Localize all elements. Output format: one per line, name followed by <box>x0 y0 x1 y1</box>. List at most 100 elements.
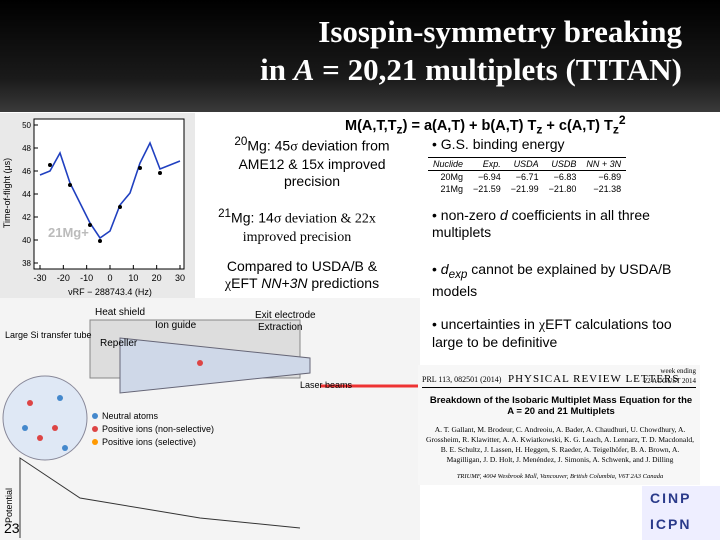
point <box>88 223 92 227</box>
table: Nuclide Exp. USDA USDB NN + 3N 20Mg −6.94 −6.71… <box>428 157 627 195</box>
legend-marker <box>92 413 98 419</box>
note: Compared to USDA/B & χEFT NN+3N predicti… <box>212 258 392 293</box>
table-cell: −21.38 <box>593 184 622 194</box>
logo-text: CINP <box>650 490 692 506</box>
label: Large Si transfer tube <box>5 330 92 340</box>
legend-label: Neutral atoms <box>102 411 159 421</box>
text: Mg: 14 <box>231 209 274 226</box>
ion <box>27 400 33 406</box>
title-line: Isospin-symmetry breaking <box>318 14 682 49</box>
point <box>68 183 72 187</box>
atom <box>22 425 28 431</box>
x-tick-label: 30 <box>175 273 185 283</box>
ion <box>52 425 58 431</box>
text: exp <box>448 267 468 281</box>
text: χ <box>538 318 546 333</box>
text: d <box>499 207 508 223</box>
affiliation: TRIUMF, 4004 Wesbrook Mall, Vancouver, B… <box>456 473 664 480</box>
x-tick-label: -10 <box>80 273 93 283</box>
apparatus-diagram: Heat shield Repeller Ion guide Exit elec… <box>0 298 420 540</box>
text: 20 <box>234 135 248 148</box>
atoms <box>22 395 68 451</box>
text: Compared to USDA/B & <box>226 258 378 274</box>
table-cell: 21Mg <box>440 184 464 194</box>
text: • non-zero <box>432 207 500 223</box>
ion-guide <box>119 337 311 394</box>
text: χ <box>224 277 232 292</box>
ions <box>27 360 203 441</box>
equation: M(A,T,Tz) = a(A,T) + b(A,T) Tz + c(A,T) … <box>345 113 626 137</box>
species-label: 21Mg+ <box>48 225 89 240</box>
y-axis-label: Time-of-flight (μs) <box>2 158 12 228</box>
page-number: 23 <box>4 520 20 536</box>
date: 22 AUGUST 2014 <box>643 377 696 385</box>
point <box>118 205 122 209</box>
text: z <box>612 122 619 137</box>
text: = 20,21 multiplets (TITAN) <box>314 52 682 87</box>
header-cell: USDA <box>505 157 544 171</box>
note: 20Mg: 45σ deviation from AME12 & 15x imp… <box>212 133 412 190</box>
header-cell: Exp. <box>468 157 506 171</box>
citation: PRL 113, 082501 (2014) <box>422 375 502 384</box>
text: EFT calculations too large to be definit… <box>432 316 672 350</box>
x-tick-label: -30 <box>33 273 46 283</box>
transfer-tube <box>2 375 88 461</box>
header-cell: USDB <box>543 157 582 171</box>
paper-title: Breakdown of the Isobaric Multiplet Mass… <box>429 395 693 417</box>
point <box>98 239 102 243</box>
bullet: • uncertainties in χEFT calculations too… <box>432 316 702 351</box>
text: • G.S. binding energy <box>432 136 565 152</box>
text: z <box>536 122 543 137</box>
text: σ <box>290 139 298 155</box>
label: Potential <box>4 488 14 523</box>
legend-marker <box>92 426 98 432</box>
bullet: • G.S. binding energy <box>432 136 702 153</box>
text: predictions <box>307 275 380 291</box>
label: Extraction <box>258 322 302 333</box>
note: 21Mg: 14σ deviation & 22x improved preci… <box>212 205 382 246</box>
label: Heat shield <box>95 307 145 318</box>
table-cell: −6.89 <box>598 172 622 182</box>
text: coefficients in all three multiplets <box>432 207 650 240</box>
text: cannot be explained by USDA/B models <box>432 261 672 299</box>
table-cell: 20Mg <box>440 172 464 182</box>
header-cell: Nuclide <box>428 157 469 171</box>
label: Laser beams <box>300 380 353 390</box>
label: Repeller <box>100 338 138 349</box>
text: d <box>440 261 449 277</box>
label: Ion guide <box>155 320 197 331</box>
point <box>138 166 142 170</box>
logo-text: ICPN <box>650 516 692 532</box>
potential-curve <box>19 457 301 538</box>
text: + c(A,T) T <box>542 117 613 134</box>
text: EFT <box>231 275 262 291</box>
y-tick-label: 40 <box>22 236 31 245</box>
paper-excerpt: PRL 113, 082501 (2014) PHYSICAL REVIEW L… <box>418 365 700 485</box>
title-line: in A = 20,21 multiplets (TITAN) <box>260 52 682 88</box>
text: • <box>432 261 441 277</box>
y-tick-label: 48 <box>22 144 31 153</box>
x-axis-label: νRF − 288743.4 (Hz) <box>68 287 152 297</box>
text: σ <box>273 211 282 227</box>
table-row: 21Mg −21.59 −21.99 −21.80 −21.38 <box>428 183 626 195</box>
label: Exit electrode <box>255 310 316 321</box>
legend-label: Positive ions (selective) <box>102 437 196 447</box>
y-tick-label: 42 <box>22 213 31 222</box>
bullet: • non-zero d coefficients in all three m… <box>432 207 702 241</box>
table-wrap: Nuclide Exp. USDA USDB NN + 3N 20Mg −6.94 −6.71… <box>428 157 627 195</box>
text: 21 <box>218 207 232 220</box>
text: deviation from AME12 & 15x improved prec… <box>238 137 390 189</box>
text: Mg: 45 <box>247 137 291 154</box>
table-cell: −21.59 <box>473 184 501 194</box>
text: in <box>260 52 294 87</box>
rule <box>422 387 696 388</box>
y-tick-label: 46 <box>22 167 31 176</box>
journal: PHYSICAL REVIEW LETTERS <box>508 373 680 385</box>
table-cell: −21.99 <box>510 184 539 194</box>
text: M(A,T,T <box>345 117 397 134</box>
atom <box>62 445 68 451</box>
point <box>48 163 52 167</box>
text: A <box>293 52 315 87</box>
atom <box>57 395 63 401</box>
y-tick-label: 44 <box>22 190 31 199</box>
